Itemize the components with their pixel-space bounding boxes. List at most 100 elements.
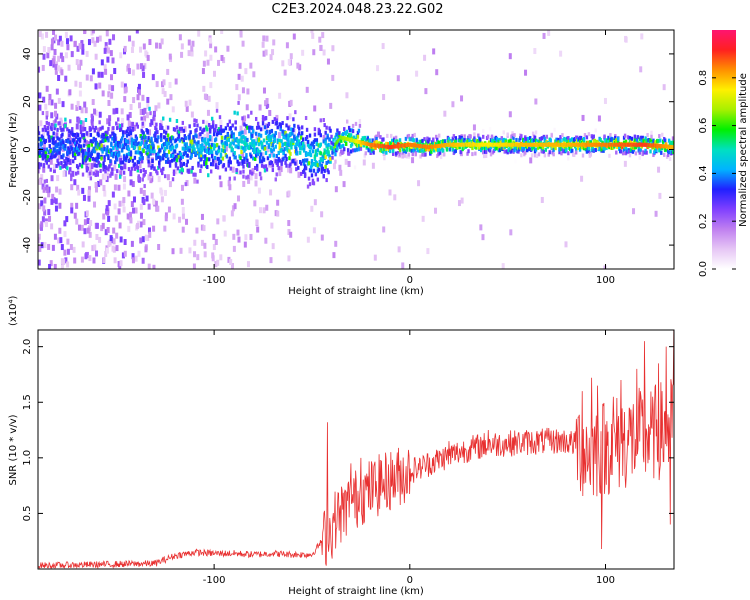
spectrogram-cell [178, 126, 182, 131]
spectrogram-cell [318, 162, 321, 167]
spectrogram-cell [257, 187, 261, 194]
spectrogram-cell [312, 49, 316, 56]
spectrogram-cell [264, 116, 268, 121]
spectrogram-cell [277, 132, 281, 139]
spectrogram-cell [244, 142, 247, 147]
spectrogram-cell [221, 156, 225, 161]
spectrogram-cell [552, 152, 555, 157]
spectrogram-cell [152, 198, 156, 205]
spectrogram-cell [264, 123, 268, 130]
spectrogram-cell [325, 178, 328, 183]
spectrogram-cell [106, 209, 110, 216]
spectrogram-cell [391, 138, 394, 143]
spectrogram-cell [45, 110, 49, 117]
spectrogram-cell [64, 143, 67, 148]
spectrogram-cell [413, 132, 416, 137]
spectrogram-cell [548, 150, 551, 155]
spectrogram-cell [107, 47, 111, 54]
spectrogram-cell [327, 142, 330, 147]
spectrogram-cell [150, 192, 154, 199]
spectrogram-cell [199, 168, 202, 173]
spectrogram-cell [95, 163, 98, 168]
spectrogram-cell [212, 132, 216, 137]
spectrogram-cell [203, 159, 206, 164]
spectrogram-cell [112, 238, 116, 245]
spectrogram-cell [190, 50, 194, 57]
spectrogram-cell [298, 126, 301, 131]
spectrogram-cell [238, 133, 242, 140]
spectrogram-cell [139, 169, 142, 174]
spectrogram-cell [474, 151, 477, 156]
spectrogram-cell [84, 253, 88, 260]
colorbar-tick-label: 0.4 [698, 165, 709, 181]
spectrogram-cell [436, 137, 439, 142]
spectrogram-cell [236, 111, 239, 116]
spectrogram-cell [194, 172, 197, 177]
spectrogram-cell [347, 125, 351, 130]
spectrogram-cell [508, 111, 512, 118]
spectrogram-cell [234, 144, 237, 149]
spectrogram-cell [603, 97, 607, 104]
spectrogram-cell [228, 176, 231, 181]
spectrogram-cell [351, 148, 355, 153]
spectrogram-cell [278, 138, 281, 143]
spectrogram-cell [411, 157, 415, 164]
spectrogram-cell [171, 106, 175, 113]
spectrogram-cell [650, 130, 653, 135]
spectrogram-cell [318, 36, 322, 43]
spectrogram-cell [271, 168, 275, 173]
spectrogram-cell [244, 146, 247, 151]
spectrogram-cell [387, 142, 390, 147]
spectrogram-cell [616, 144, 619, 149]
spectrogram-cell [108, 122, 111, 127]
spectrogram-cell [428, 137, 431, 142]
spectrogram-cell [261, 121, 265, 126]
spectrogram-cell [39, 162, 43, 167]
spectrogram-cell [208, 157, 211, 162]
spectrogram-cell [324, 137, 327, 142]
spectrogram-cell [50, 38, 54, 45]
y-tick-label: 0.5 [22, 505, 33, 521]
spectrogram-cell [208, 142, 211, 147]
spectrogram-cell [50, 198, 54, 205]
spectrogram-cell [520, 153, 523, 158]
spectrogram-cell [158, 164, 161, 169]
spectrogram-cell [177, 132, 181, 137]
spectrogram-cell [100, 147, 103, 152]
spectrogram-cell [144, 50, 148, 57]
spectrogram-cell [558, 150, 561, 155]
spectrogram-cell [115, 142, 118, 147]
spectrogram-cell [165, 152, 169, 157]
spectrogram-cell [614, 135, 617, 140]
spectrogram-cell [241, 40, 245, 47]
spectrogram-cell [288, 156, 291, 161]
spectrogram-cell [153, 149, 156, 154]
spectrogram-cell [41, 135, 45, 140]
spectrogram-cell [376, 131, 380, 138]
spectrogram-cell [75, 150, 79, 155]
spectrogram-cell [672, 140, 674, 145]
spectrogram-cell [247, 177, 251, 184]
spectrogram-cell [73, 179, 77, 186]
spectrogram-cell [421, 138, 424, 143]
snr-y-scale-label: (x10⁴) [8, 295, 19, 326]
spectrogram-cell [249, 62, 253, 69]
spectrogram-cell [52, 167, 56, 174]
spectrogram-cell [437, 140, 441, 145]
spectrogram-cell [442, 152, 446, 157]
spectrogram-cell [282, 135, 285, 140]
spectrogram-cell [331, 74, 335, 81]
spectrogram-cell [320, 234, 324, 241]
spectrogram-cell [144, 135, 147, 140]
spectrogram-cell [295, 146, 298, 151]
spectrogram-cell [130, 166, 134, 171]
spectrogram-cell [127, 190, 131, 197]
spectrogram-cell [63, 231, 67, 238]
spectrogram-cell [236, 159, 239, 164]
spectrogram-cell [271, 49, 275, 56]
spectrogram-cell [293, 158, 297, 165]
spectrogram-cell [434, 207, 438, 214]
spectrogram-cell [54, 34, 58, 41]
spectrogram-cell [624, 139, 628, 144]
spectrogram-cell [59, 237, 63, 244]
